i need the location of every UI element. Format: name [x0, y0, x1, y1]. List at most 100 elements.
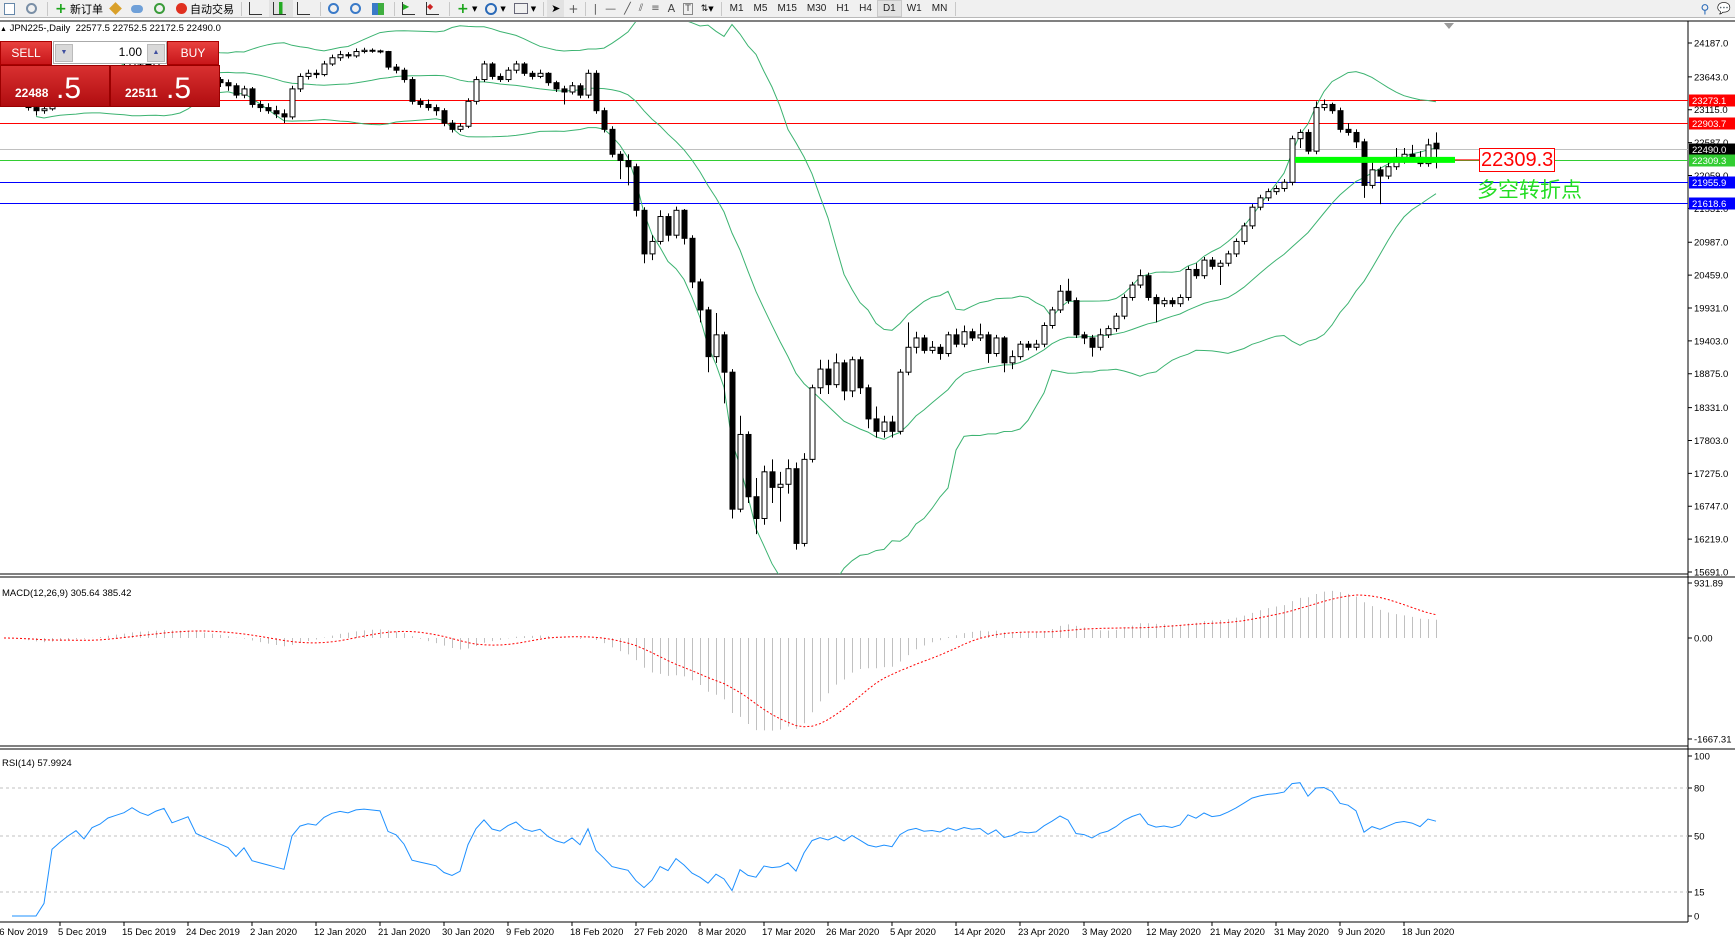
text-tool-button[interactable]: A — [664, 0, 680, 17]
tile-windows-button[interactable] — [368, 0, 391, 17]
candle[interactable] — [1329, 102, 1336, 114]
candle[interactable] — [697, 278, 704, 323]
chart-shift-button[interactable]: ◆ — [422, 0, 446, 17]
candle[interactable] — [1433, 132, 1440, 169]
line-chart-button[interactable] — [293, 0, 317, 17]
buy-button[interactable]: BUY — [167, 41, 219, 65]
candle[interactable] — [473, 76, 480, 105]
crosshair-button[interactable]: + — [564, 0, 582, 17]
zoom-out-button[interactable] — [346, 0, 368, 17]
timeframe-mn[interactable]: MN — [931, 3, 948, 14]
candle[interactable] — [353, 48, 360, 58]
candle[interactable] — [649, 235, 656, 261]
candle[interactable] — [521, 62, 528, 76]
candle[interactable] — [937, 344, 944, 360]
auto-trading-button[interactable]: 自动交易 — [172, 0, 238, 17]
channel-button[interactable]: ⫽ — [635, 0, 647, 17]
candle[interactable] — [585, 69, 592, 99]
candle[interactable] — [337, 50, 344, 61]
candle[interactable] — [249, 87, 256, 108]
candle[interactable] — [297, 73, 304, 93]
candle[interactable] — [545, 72, 552, 86]
candle[interactable] — [561, 85, 568, 105]
candle[interactable] — [281, 109, 288, 124]
candle[interactable] — [953, 328, 960, 348]
candle[interactable] — [1313, 101, 1320, 155]
candle[interactable] — [657, 210, 664, 245]
candle[interactable] — [977, 323, 984, 342]
candle[interactable] — [377, 49, 384, 54]
timeframe-h1[interactable]: H1 — [836, 3, 850, 14]
candle[interactable] — [1369, 160, 1376, 189]
candle[interactable] — [457, 123, 464, 132]
candle[interactable] — [345, 52, 352, 59]
arrows-button[interactable]: ⇅ ▼ — [697, 0, 718, 17]
candle[interactable] — [777, 471, 784, 522]
market-button[interactable] — [127, 0, 150, 17]
candle[interactable] — [225, 79, 232, 91]
candle[interactable] — [361, 47, 368, 54]
candle[interactable] — [265, 103, 272, 114]
candle[interactable] — [689, 235, 696, 289]
timeframe-w1[interactable]: W1 — [906, 3, 922, 14]
candle[interactable] — [833, 353, 840, 388]
label-tool-button[interactable]: T — [679, 0, 697, 17]
candle[interactable] — [1113, 313, 1120, 332]
trendline-button[interactable]: ╱ — [620, 0, 635, 17]
candle[interactable] — [1105, 325, 1112, 338]
indicators-button[interactable]: + ▼ — [453, 0, 481, 17]
rsi-pane[interactable] — [0, 782, 1688, 917]
candle[interactable] — [449, 120, 456, 133]
candle[interactable] — [721, 331, 728, 404]
candle[interactable] — [1097, 328, 1104, 351]
signals-button[interactable] — [150, 0, 172, 17]
candle[interactable] — [313, 69, 320, 79]
candle[interactable] — [1065, 278, 1072, 304]
price-pane[interactable] — [0, 4, 1688, 611]
candle[interactable] — [1089, 334, 1096, 357]
zoom-in-button[interactable] — [324, 0, 346, 17]
candle[interactable] — [1201, 257, 1208, 279]
candle[interactable] — [1345, 123, 1352, 136]
candle[interactable] — [641, 207, 648, 264]
candle[interactable] — [985, 331, 992, 363]
lot-size-input[interactable]: ▼ 1.00 ▲ — [53, 41, 167, 64]
candle[interactable] — [633, 163, 640, 217]
candle[interactable] — [1281, 179, 1288, 192]
lot-increase-button[interactable]: ▲ — [147, 44, 165, 62]
new-order-button[interactable]: + 新订单 — [51, 0, 107, 17]
cursor-button[interactable]: ➤ — [547, 0, 565, 17]
candle[interactable] — [889, 415, 896, 438]
candle[interactable] — [801, 453, 808, 547]
candle[interactable] — [913, 331, 920, 354]
periods-button[interactable]: ▼ — [481, 0, 509, 17]
candle[interactable] — [433, 104, 440, 116]
candle[interactable] — [753, 478, 760, 535]
candle[interactable] — [329, 54, 336, 66]
candle[interactable] — [417, 98, 424, 108]
candle[interactable] — [369, 48, 376, 53]
candle[interactable] — [1049, 306, 1056, 329]
candle[interactable] — [993, 334, 1000, 357]
candle[interactable] — [1033, 339, 1040, 351]
candle[interactable] — [481, 60, 488, 83]
candle[interactable] — [601, 107, 608, 133]
candle[interactable] — [1305, 129, 1312, 155]
candle[interactable] — [793, 462, 800, 550]
candle[interactable] — [1321, 99, 1328, 111]
candle[interactable] — [785, 459, 792, 494]
candle[interactable] — [385, 50, 392, 70]
candle[interactable] — [1001, 336, 1008, 373]
lot-decrease-button[interactable]: ▼ — [55, 44, 73, 62]
candle[interactable] — [729, 369, 736, 519]
candle[interactable] — [1233, 238, 1240, 258]
candle[interactable] — [745, 431, 752, 503]
candle[interactable] — [1161, 297, 1168, 307]
auto-scroll-button[interactable]: ▶ — [398, 0, 422, 17]
candle[interactable] — [881, 415, 888, 438]
candle[interactable] — [569, 82, 576, 95]
candle[interactable] — [593, 70, 600, 114]
candlestick-button[interactable] — [269, 0, 293, 17]
candle[interactable] — [441, 108, 448, 127]
candle[interactable] — [1177, 294, 1184, 307]
